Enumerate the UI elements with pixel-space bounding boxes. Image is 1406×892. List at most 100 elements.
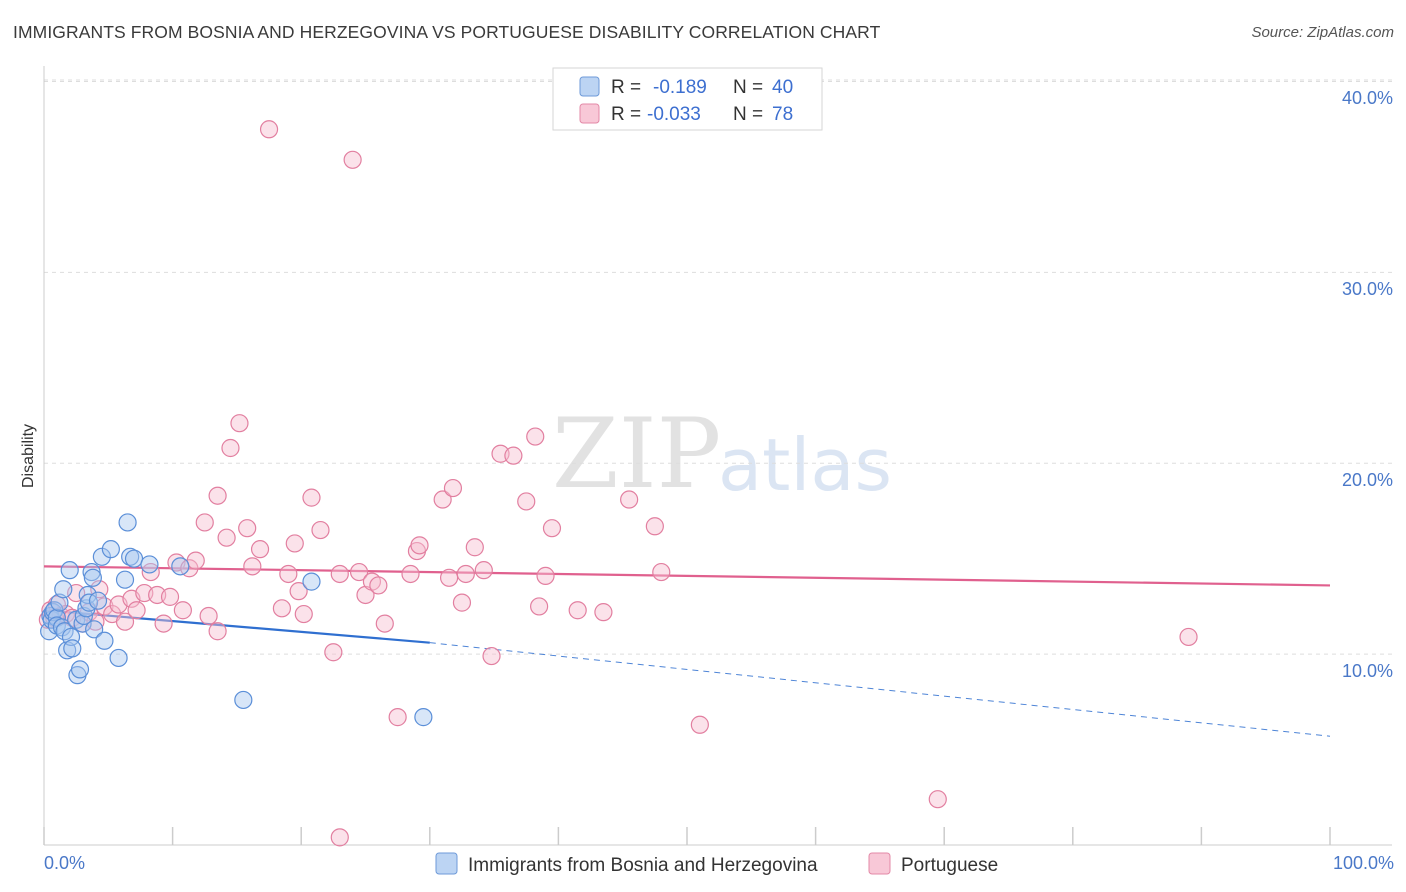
point-portuguese <box>645 517 664 536</box>
legend-swatch-blue <box>579 76 600 97</box>
point-portuguese <box>127 601 146 620</box>
point-portuguese <box>401 564 420 584</box>
point-portuguese <box>324 643 343 662</box>
point-portuguese <box>652 562 671 582</box>
legend-r-value-1: -0.189 <box>653 77 707 98</box>
point-portuguese <box>375 614 394 633</box>
point-portuguese <box>568 601 587 620</box>
trend-line-bosnia-projection <box>429 642 1331 737</box>
point-portuguese <box>250 540 270 559</box>
point-portuguese <box>536 566 555 585</box>
point-bosnia <box>70 660 90 679</box>
point-portuguese <box>542 519 562 538</box>
point-bosnia <box>101 540 120 559</box>
legend-r-label-1: R = <box>611 77 641 98</box>
point-portuguese <box>199 606 218 626</box>
point-portuguese <box>115 612 135 631</box>
legend-r-value-2: -0.033 <box>647 104 701 125</box>
point-portuguese <box>230 414 249 433</box>
legend-swatch-pink <box>579 103 600 124</box>
point-bosnia <box>83 568 102 587</box>
point-portuguese <box>456 564 475 584</box>
point-bosnia <box>302 572 321 591</box>
point-portuguese <box>272 599 292 618</box>
trend-lines <box>43 565 1331 737</box>
point-bosnia <box>118 513 137 532</box>
series-legend-label-portuguese: Portuguese <box>901 855 998 876</box>
point-portuguese <box>154 614 173 633</box>
point-portuguese <box>208 622 227 641</box>
point-bosnia <box>88 591 108 610</box>
y-tick-label-30: 30.0% <box>1342 279 1393 299</box>
point-portuguese <box>928 790 947 809</box>
point-portuguese <box>504 446 523 465</box>
x-tick-label-min: 0.0% <box>44 853 85 873</box>
series-legend-swatch-blue <box>435 852 458 875</box>
point-portuguese <box>160 587 180 606</box>
point-portuguese <box>217 528 236 547</box>
point-bosnia <box>85 620 104 639</box>
point-portuguese <box>530 597 549 616</box>
point-portuguese <box>482 646 501 666</box>
point-portuguese <box>439 568 459 587</box>
legend-n-label-2: N = <box>733 104 763 125</box>
legend-n-value-1: 40 <box>772 77 793 98</box>
point-bosnia <box>79 593 99 612</box>
point-portuguese <box>410 536 429 555</box>
data-points <box>38 120 1198 847</box>
point-bosnia <box>124 549 144 568</box>
y-tick-label-20: 20.0% <box>1342 470 1393 490</box>
point-portuguese <box>343 150 362 169</box>
point-portuguese <box>388 708 407 727</box>
point-bosnia <box>140 555 159 574</box>
point-portuguese <box>243 557 262 576</box>
point-portuguese <box>330 828 349 847</box>
point-portuguese <box>221 438 240 458</box>
point-bosnia <box>109 648 128 668</box>
point-bosnia <box>234 690 253 710</box>
point-bosnia <box>54 580 73 599</box>
point-portuguese <box>195 513 214 532</box>
y-axis-label: Disability <box>20 424 37 488</box>
point-portuguese <box>369 576 388 595</box>
watermark-atlas: atlas <box>718 423 892 507</box>
series-legend-label-bosnia: Immigrants from Bosnia and Herzegovina <box>468 855 818 876</box>
point-bosnia <box>115 570 135 589</box>
stats-legend: R = -0.189 N = 40 R = -0.033 N = 78 <box>552 67 823 131</box>
point-bosnia <box>414 708 433 727</box>
point-portuguese <box>311 520 330 540</box>
point-portuguese <box>433 490 452 509</box>
point-portuguese <box>452 593 472 612</box>
series-legend: Immigrants from Bosnia and Herzegovina P… <box>435 852 998 876</box>
point-portuguese <box>294 604 313 624</box>
point-portuguese <box>208 486 227 505</box>
point-portuguese <box>180 559 199 578</box>
point-bosnia <box>78 585 97 605</box>
trend-line-portuguese <box>43 565 1331 587</box>
point-portuguese <box>465 538 484 557</box>
point-bosnia <box>82 562 101 582</box>
legend-r-label-2: R = <box>611 104 641 125</box>
point-portuguese <box>330 564 349 584</box>
point-portuguese <box>238 519 257 538</box>
point-portuguese <box>620 490 639 509</box>
legend-n-label-1: N = <box>733 77 763 98</box>
point-portuguese <box>259 120 279 139</box>
point-portuguese <box>173 601 192 620</box>
point-portuguese <box>349 562 369 582</box>
point-bosnia <box>50 593 69 612</box>
point-portuguese <box>517 492 536 511</box>
axes <box>43 66 1392 846</box>
point-portuguese <box>1179 627 1198 647</box>
point-bosnia <box>63 639 82 658</box>
point-portuguese <box>302 488 321 507</box>
point-portuguese <box>443 478 463 498</box>
point-portuguese <box>690 715 709 734</box>
point-bosnia <box>60 561 79 580</box>
x-tick-label-max: 100.0% <box>1333 853 1394 873</box>
point-portuguese <box>141 562 160 582</box>
point-portuguese <box>186 551 205 570</box>
legend-n-value-2: 78 <box>772 104 793 125</box>
point-portuguese <box>594 603 613 622</box>
